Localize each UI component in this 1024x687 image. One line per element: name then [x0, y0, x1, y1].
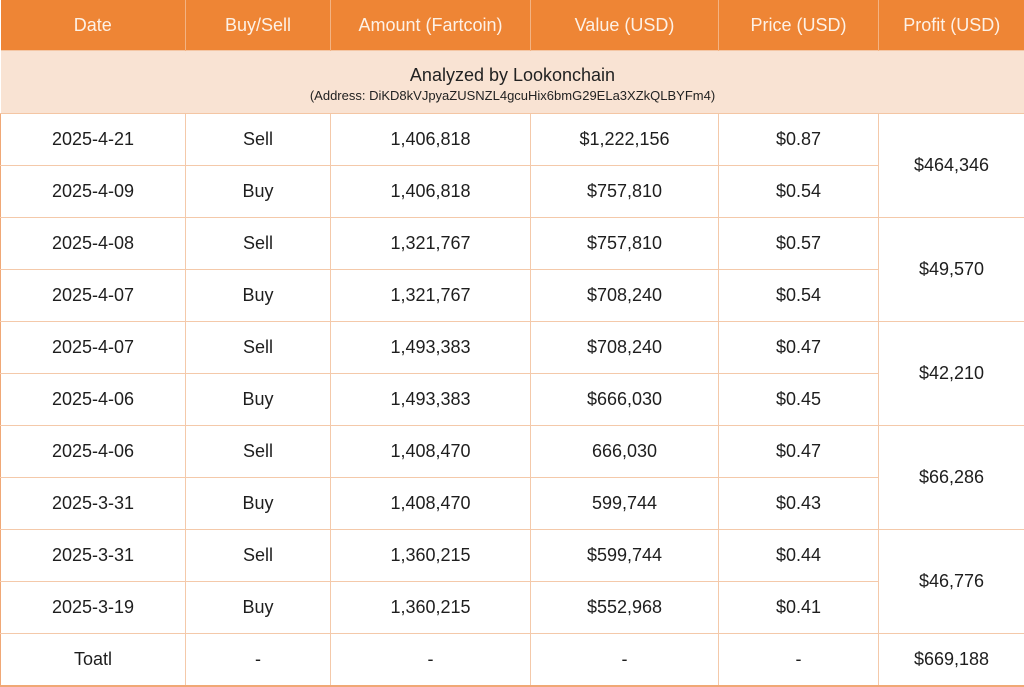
total-profit: $669,188: [879, 634, 1024, 687]
date-cell: 2025-4-07: [1, 270, 186, 322]
date-cell: 2025-4-06: [1, 426, 186, 478]
price-cell: $0.41: [719, 582, 879, 634]
side-cell: Sell: [186, 426, 331, 478]
price-cell: $0.47: [719, 322, 879, 374]
date-cell: 2025-4-06: [1, 374, 186, 426]
amount-cell: 1,321,767: [331, 218, 531, 270]
side-cell: Sell: [186, 322, 331, 374]
table-row: 2025-4-07 Sell 1,493,383 $708,240 $0.47 …: [1, 322, 1024, 374]
amount-cell: 1,406,818: [331, 166, 531, 218]
value-cell: $666,030: [531, 374, 719, 426]
total-value: -: [531, 634, 719, 687]
amount-cell: 1,493,383: [331, 374, 531, 426]
date-cell: 2025-3-31: [1, 478, 186, 530]
amount-cell: 1,321,767: [331, 270, 531, 322]
value-cell: 666,030: [531, 426, 719, 478]
profit-cell: $49,570: [879, 218, 1024, 322]
amount-cell: 1,406,818: [331, 114, 531, 166]
header-date: Date: [1, 0, 186, 51]
table-row: 2025-4-09 Buy 1,406,818 $757,810 $0.54: [1, 166, 1024, 218]
table-row: 2025-3-31 Sell 1,360,215 $599,744 $0.44 …: [1, 530, 1024, 582]
total-label: Toatl: [1, 634, 186, 687]
total-row: Toatl - - - - $669,188: [1, 634, 1024, 687]
side-cell: Buy: [186, 166, 331, 218]
profit-cell: $66,286: [879, 426, 1024, 530]
price-cell: $0.45: [719, 374, 879, 426]
profit-cell: $464,346: [879, 114, 1024, 218]
header-amount: Amount (Fartcoin): [331, 0, 531, 51]
amount-cell: 1,360,215: [331, 582, 531, 634]
side-cell: Buy: [186, 478, 331, 530]
total-side: -: [186, 634, 331, 687]
table-row: 2025-3-19 Buy 1,360,215 $552,968 $0.41: [1, 582, 1024, 634]
total-amount: -: [331, 634, 531, 687]
price-cell: $0.54: [719, 166, 879, 218]
amount-cell: 1,360,215: [331, 530, 531, 582]
header-buy-sell: Buy/Sell: [186, 0, 331, 51]
profit-cell: $46,776: [879, 530, 1024, 634]
date-cell: 2025-4-08: [1, 218, 186, 270]
date-cell: 2025-3-19: [1, 582, 186, 634]
table-row: 2025-4-08 Sell 1,321,767 $757,810 $0.57 …: [1, 218, 1024, 270]
value-cell: $708,240: [531, 322, 719, 374]
price-cell: $0.44: [719, 530, 879, 582]
price-cell: $0.47: [719, 426, 879, 478]
price-cell: $0.54: [719, 270, 879, 322]
side-cell: Sell: [186, 218, 331, 270]
side-cell: Sell: [186, 530, 331, 582]
header-value: Value (USD): [531, 0, 719, 51]
table-row: 2025-3-31 Buy 1,408,470 599,744 $0.43: [1, 478, 1024, 530]
total-price: -: [719, 634, 879, 687]
table-row: 2025-4-07 Buy 1,321,767 $708,240 $0.54: [1, 270, 1024, 322]
value-cell: $757,810: [531, 218, 719, 270]
banner-row: Analyzed by Lookonchain (Address: DiKD8k…: [1, 51, 1024, 114]
value-cell: $599,744: [531, 530, 719, 582]
amount-cell: 1,408,470: [331, 426, 531, 478]
date-cell: 2025-4-07: [1, 322, 186, 374]
header-price: Price (USD): [719, 0, 879, 51]
value-cell: $757,810: [531, 166, 719, 218]
banner-title: Analyzed by Lookonchain: [1, 63, 1024, 87]
value-cell: 599,744: [531, 478, 719, 530]
price-cell: $0.43: [719, 478, 879, 530]
side-cell: Buy: [186, 374, 331, 426]
table-row: 2025-4-06 Buy 1,493,383 $666,030 $0.45: [1, 374, 1024, 426]
side-cell: Sell: [186, 114, 331, 166]
side-cell: Buy: [186, 582, 331, 634]
value-cell: $708,240: [531, 270, 719, 322]
table-row: 2025-4-21 Sell 1,406,818 $1,222,156 $0.8…: [1, 114, 1024, 166]
amount-cell: 1,408,470: [331, 478, 531, 530]
profit-cell: $42,210: [879, 322, 1024, 426]
price-cell: $0.87: [719, 114, 879, 166]
header-row: Date Buy/Sell Amount (Fartcoin) Value (U…: [1, 0, 1024, 51]
header-profit: Profit (USD): [879, 0, 1024, 51]
amount-cell: 1,493,383: [331, 322, 531, 374]
wallet-address: (Address: DiKD8kVJpyaZUSNZL4gcuHix6bmG29…: [1, 87, 1024, 105]
date-cell: 2025-4-09: [1, 166, 186, 218]
date-cell: 2025-4-21: [1, 114, 186, 166]
price-cell: $0.57: [719, 218, 879, 270]
table-row: 2025-4-06 Sell 1,408,470 666,030 $0.47 $…: [1, 426, 1024, 478]
side-cell: Buy: [186, 270, 331, 322]
value-cell: $552,968: [531, 582, 719, 634]
analysis-banner: Analyzed by Lookonchain (Address: DiKD8k…: [1, 51, 1024, 114]
value-cell: $1,222,156: [531, 114, 719, 166]
date-cell: 2025-3-31: [1, 530, 186, 582]
